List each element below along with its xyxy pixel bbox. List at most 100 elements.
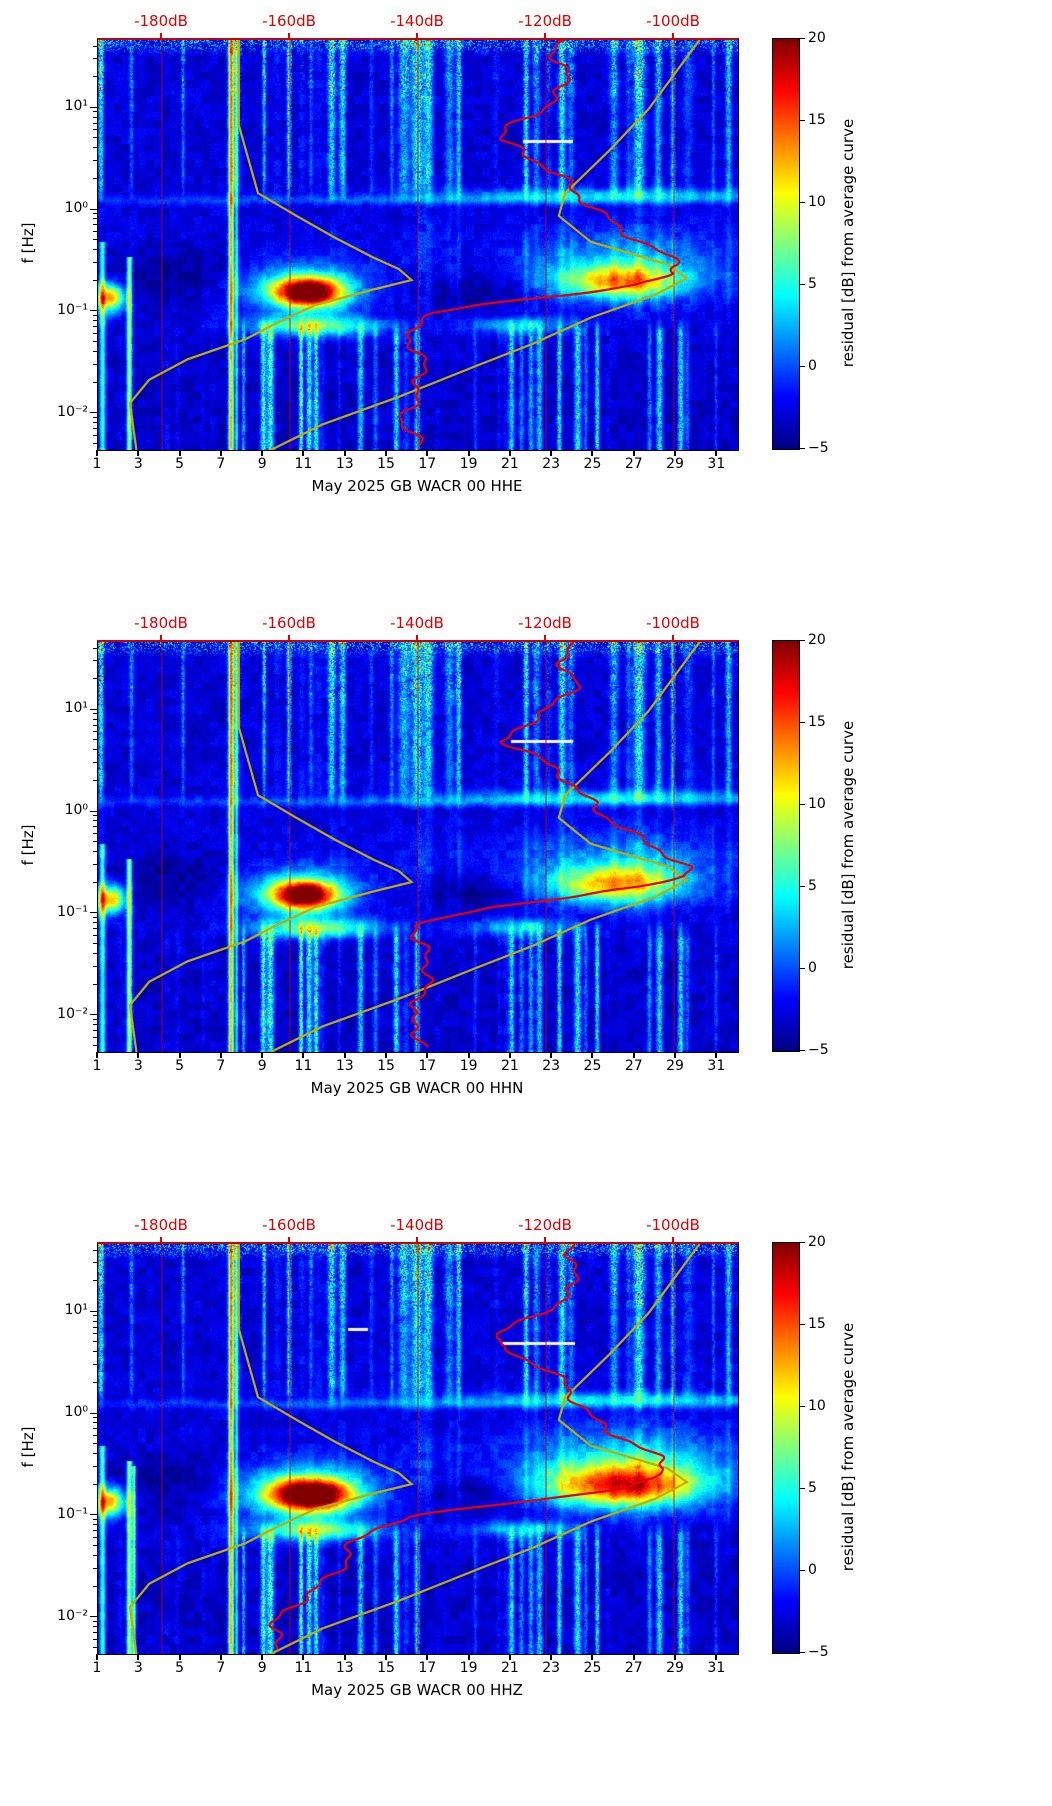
spectrogram-panel-hhn: f [Hz] May 2025 GB WACR 00 HHN residual … (0, 602, 1052, 1204)
y-tick (90, 310, 97, 312)
y-minor-tick (93, 111, 97, 113)
y-tick-label: 10⁻² (57, 1607, 88, 1624)
y-minor-tick (93, 779, 97, 781)
colorbar-label: residual [dB] from average curve (839, 1322, 857, 1572)
x-tick-label: 15 (377, 1058, 395, 1074)
x-tick-label: 23 (542, 1660, 561, 1676)
top-db-tick (288, 33, 290, 38)
colorbar-tick-label: 20 (808, 632, 826, 648)
colorbar-tick (800, 365, 805, 367)
top-db-tick (416, 635, 418, 640)
x-tick (302, 1654, 305, 1660)
x-tick-label: 1 (92, 456, 102, 472)
nlnm-curve (128, 1244, 414, 1654)
colorbar-tick (800, 1569, 805, 1571)
x-tick (178, 1654, 181, 1660)
y-tick-label: 10⁰ (64, 200, 88, 217)
x-tick (96, 1052, 98, 1058)
psd-curve (268, 1244, 666, 1650)
y-minor-tick (93, 1519, 97, 1521)
x-tick-label: 29 (666, 1058, 684, 1074)
y-minor-tick (93, 1249, 97, 1251)
x-tick (715, 1052, 718, 1058)
x-tick (591, 1052, 594, 1058)
y-minor-tick (93, 1262, 97, 1264)
y-minor-tick (93, 1044, 97, 1046)
x-tick (674, 1654, 677, 1660)
nhnm-curve (270, 642, 701, 1052)
y-minor-tick (93, 815, 97, 817)
x-tick-label: 1 (92, 1058, 102, 1074)
y-minor-tick (93, 1351, 97, 1353)
colorbar-tick-label: 20 (808, 1234, 826, 1250)
colorbar-tick (800, 1487, 805, 1489)
x-tick-label: 5 (175, 456, 185, 472)
x-tick (632, 1052, 635, 1058)
x-tick-label: 21 (500, 456, 519, 472)
x-tick-label: 21 (500, 1660, 519, 1676)
colorbar-label: residual [dB] from average curve (839, 118, 857, 368)
x-tick (137, 450, 140, 456)
x-tick (467, 1052, 470, 1058)
colorbar-tick-label: 20 (808, 30, 826, 46)
x-tick-label: 31 (707, 1660, 726, 1676)
curves-overlay (128, 1244, 701, 1654)
y-minor-tick (93, 427, 97, 429)
y-minor-tick (93, 177, 97, 179)
y-minor-tick (93, 239, 97, 241)
x-tick-label: 27 (624, 1660, 643, 1676)
y-minor-tick (93, 647, 97, 649)
top-db-tick-label: -180dB (134, 1216, 188, 1234)
top-db-tick (160, 1237, 162, 1242)
curves-overlay (128, 642, 701, 1052)
top-db-tick (288, 635, 290, 640)
top-db-tick-label: -160dB (262, 614, 316, 632)
x-tick-label: 19 (459, 456, 478, 472)
top-db-tick-label: -120dB (518, 12, 572, 30)
top-db-tick-label: -100dB (646, 614, 700, 632)
y-minor-tick (93, 1620, 97, 1622)
y-tick-label: 10⁰ (64, 802, 88, 819)
colorbar-tick-label: 0 (808, 358, 817, 374)
y-minor-tick (93, 1417, 97, 1419)
x-tick (674, 1052, 677, 1058)
y-minor-tick (93, 363, 97, 365)
y-axis-label: f [Hz] (19, 222, 37, 264)
top-db-tick-label: -140dB (390, 12, 444, 30)
y-minor-tick (93, 863, 97, 865)
x-tick (261, 1052, 264, 1058)
x-tick-label: 25 (583, 456, 602, 472)
top-db-tick (416, 33, 418, 38)
colorbar-tick-label: 10 (808, 1398, 826, 1414)
x-tick-label: 19 (459, 1058, 478, 1074)
x-tick (508, 1052, 511, 1058)
x-tick (137, 1654, 140, 1660)
top-db-tick (672, 33, 674, 38)
y-minor-tick (93, 1530, 97, 1532)
x-tick-label: 7 (216, 1058, 226, 1074)
x-tick (715, 1654, 718, 1660)
y-minor-tick (93, 1326, 97, 1328)
y-minor-tick (93, 718, 97, 720)
y-minor-tick (93, 315, 97, 317)
x-tick (426, 1654, 429, 1660)
colorbar-label: residual [dB] from average curve (839, 720, 857, 970)
y-minor-tick (93, 739, 97, 741)
y-minor-tick (93, 279, 97, 281)
x-tick (467, 1654, 470, 1660)
x-tick-label: 11 (294, 456, 313, 472)
y-minor-tick (93, 1536, 97, 1538)
top-db-tick-label: -180dB (134, 12, 188, 30)
y-minor-tick (93, 833, 97, 835)
y-minor-tick (93, 137, 97, 139)
x-tick-label: 17 (418, 456, 437, 472)
colorbar (772, 640, 800, 1052)
colorbar-tick (800, 803, 805, 805)
nlnm-curve (128, 642, 414, 1052)
x-tick (426, 450, 429, 456)
x-tick (591, 450, 594, 456)
curves-overlay (128, 40, 701, 450)
y-minor-tick (93, 1453, 97, 1455)
y-minor-tick (93, 416, 97, 418)
y-tick-label: 10¹ (64, 700, 88, 717)
